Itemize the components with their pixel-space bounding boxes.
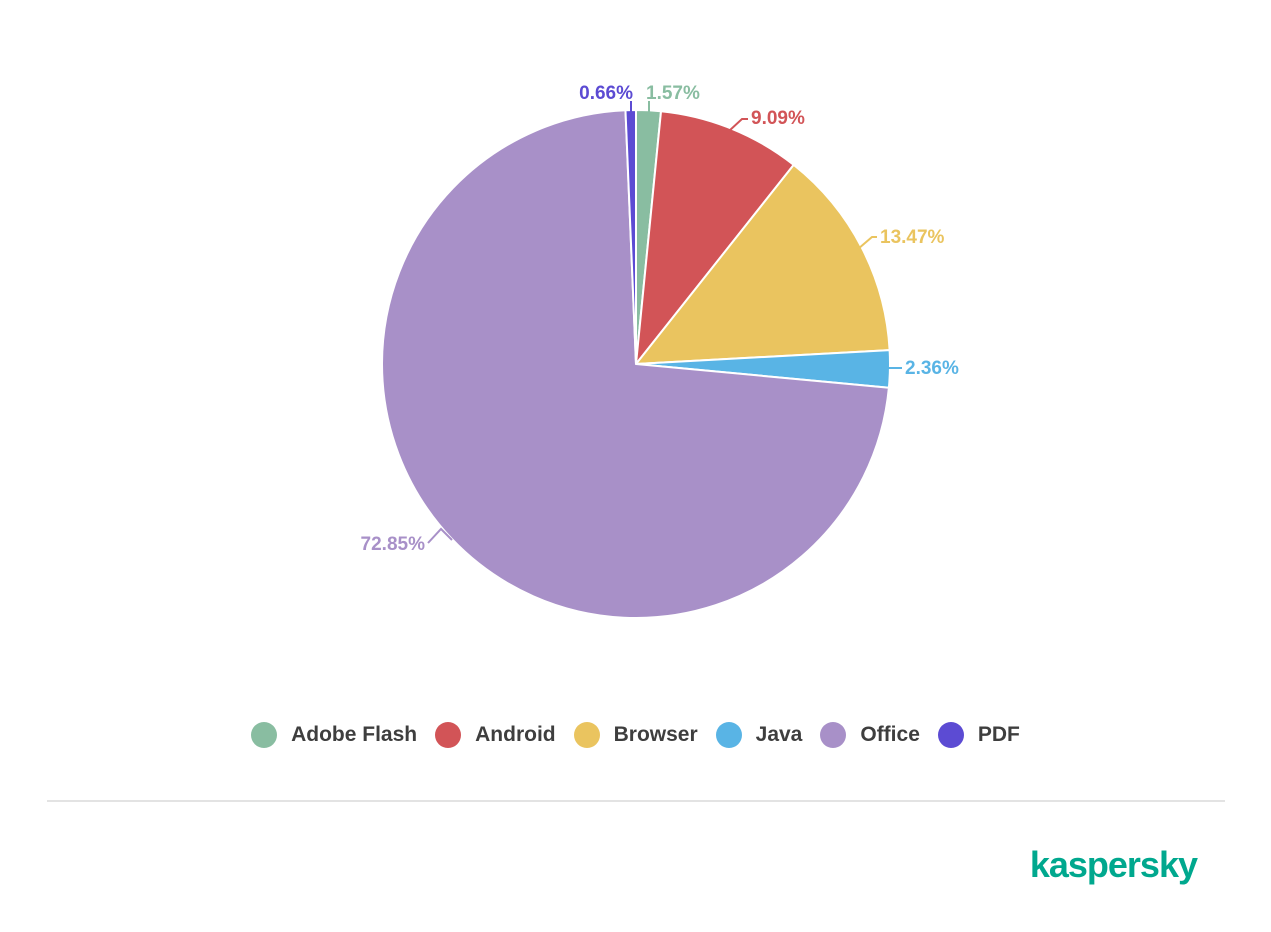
percent-label-android: 9.09% <box>751 108 805 129</box>
legend-item-android[interactable]: Android <box>435 722 556 748</box>
legend-label-java: Java <box>755 723 803 746</box>
percent-label-java: 2.36% <box>905 358 959 379</box>
legend-item-java[interactable]: Java <box>715 722 803 748</box>
legend-label-android: Android <box>475 723 556 746</box>
legend-item-office[interactable]: Office <box>820 722 920 748</box>
legend-label-pdf: PDF <box>977 723 1020 746</box>
label-connector-browser <box>857 236 877 250</box>
legend-label-adobe-flash: Adobe Flash <box>291 723 418 746</box>
label-connector-office <box>427 527 453 544</box>
legend-dot-adobe-flash <box>251 722 278 748</box>
legend-dot-android <box>435 722 462 748</box>
legend-dot-office <box>820 722 847 748</box>
kaspersky-logo: kaspersky <box>1029 844 1198 885</box>
pie-chart: 1.57% 9.09% 13.47% 2.36% 72.85% 0.66% <box>361 83 959 619</box>
legend-item-adobe-flash[interactable]: Adobe Flash <box>251 722 417 748</box>
divider <box>47 800 1225 802</box>
legend-label-office: Office <box>860 723 920 746</box>
legend-item-browser[interactable]: Browser <box>573 722 698 748</box>
percent-label-adobe-flash: 1.57% <box>646 83 700 104</box>
chart-legend: Adobe Flash Android Browser Java Office PDF <box>0 722 1271 748</box>
percent-label-pdf: 0.66% <box>579 83 633 104</box>
percent-label-office: 72.85% <box>361 534 426 555</box>
legend-dot-browser <box>573 722 600 748</box>
legend-dot-java <box>715 722 742 748</box>
percent-label-browser: 13.47% <box>880 227 945 248</box>
legend-item-pdf[interactable]: PDF <box>937 722 1020 748</box>
legend-dot-pdf <box>937 722 964 748</box>
label-connector-android <box>728 118 748 132</box>
legend-label-browser: Browser <box>613 723 698 746</box>
